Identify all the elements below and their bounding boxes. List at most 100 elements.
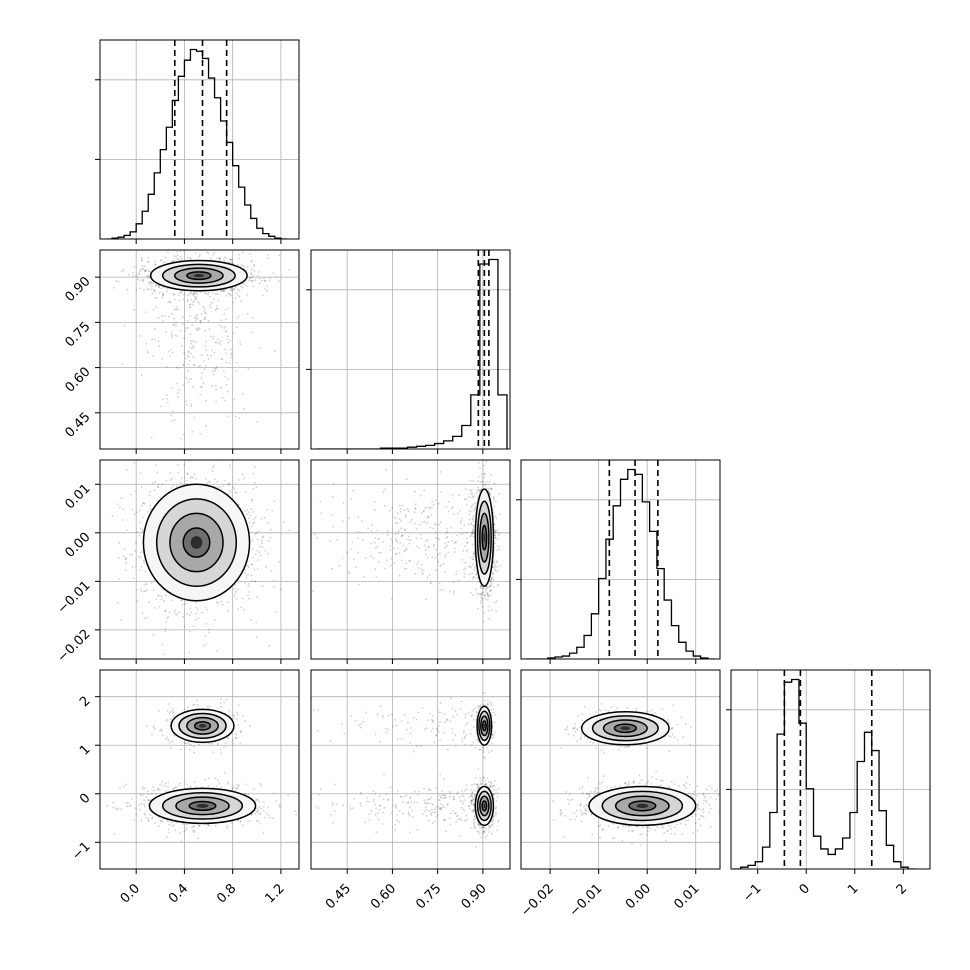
scatter-point xyxy=(237,819,239,822)
scatter-point xyxy=(138,273,141,275)
scatter-point xyxy=(248,590,251,593)
scatter-point xyxy=(222,289,225,291)
scatter-point xyxy=(118,578,120,580)
scatter-point xyxy=(481,587,484,590)
scatter-point xyxy=(180,748,182,751)
scatter-point xyxy=(207,777,210,780)
scatter-point xyxy=(258,806,261,809)
y-tick-label: 0.00 xyxy=(62,530,93,561)
scatter-point xyxy=(252,285,255,287)
scatter-point xyxy=(215,308,218,310)
scatter-point xyxy=(194,618,197,621)
scatter-point xyxy=(467,565,470,568)
scatter-point xyxy=(133,513,136,516)
scatter-point xyxy=(215,341,218,344)
scatter-point xyxy=(217,342,220,344)
scatter-point xyxy=(220,786,223,788)
scatter-point xyxy=(233,588,236,591)
scatter-point xyxy=(215,785,218,787)
scatter-point xyxy=(143,799,146,802)
scatter-point xyxy=(195,328,198,330)
scatter-point xyxy=(184,603,187,605)
scatter-point xyxy=(141,516,144,519)
scatter-point xyxy=(149,490,151,493)
scatter-point xyxy=(229,294,232,297)
scatter-point xyxy=(414,490,417,493)
scatter-point xyxy=(220,600,223,603)
scatter-point xyxy=(242,392,244,395)
scatter-point xyxy=(231,289,234,292)
scatter-point xyxy=(123,548,126,551)
scatter-point xyxy=(362,539,364,542)
scatter-point xyxy=(215,305,218,308)
y-tick-label: 0.75 xyxy=(62,319,93,350)
scatter-point xyxy=(234,590,237,593)
scatter-point xyxy=(131,566,134,569)
scatter-point xyxy=(421,520,424,523)
scatter-point xyxy=(173,293,175,296)
scatter-point xyxy=(185,826,188,829)
scatter-point xyxy=(178,299,181,301)
scatter-point xyxy=(189,292,192,295)
scatter-point xyxy=(192,303,194,306)
scatter-point xyxy=(175,305,178,308)
scatter-point xyxy=(204,311,207,314)
scatter-point xyxy=(248,253,251,255)
scatter-point xyxy=(278,280,280,283)
scatter-point xyxy=(175,366,178,369)
scatter-point xyxy=(251,579,254,582)
scatter-point xyxy=(483,472,486,475)
scatter-point xyxy=(248,597,251,600)
scatter-point xyxy=(237,264,240,266)
scatter-point xyxy=(246,513,249,515)
scatter-point xyxy=(180,290,183,293)
scatter-point xyxy=(295,813,298,816)
scatter-point xyxy=(244,792,247,795)
scatter-point xyxy=(264,280,266,282)
scatter-point xyxy=(211,302,214,305)
scatter-point xyxy=(462,549,465,552)
scatter-point xyxy=(160,780,163,783)
scatter-point xyxy=(140,565,143,568)
scatter-point xyxy=(399,510,402,513)
scatter-point xyxy=(338,565,341,567)
scatter-point xyxy=(166,401,169,404)
scatter-point xyxy=(268,644,271,647)
scatter-point xyxy=(146,725,148,727)
scatter-point xyxy=(254,466,256,469)
scatter-point xyxy=(148,281,150,284)
scatter-point xyxy=(166,397,168,400)
scatter-point xyxy=(171,410,174,413)
scatter-point xyxy=(142,528,144,531)
scatter-point xyxy=(121,362,124,365)
scatter-point xyxy=(195,786,198,788)
scatter-point xyxy=(244,569,247,571)
scatter-point xyxy=(208,631,210,634)
scatter-point xyxy=(176,250,178,253)
scatter-point xyxy=(250,563,253,566)
scatter-point xyxy=(220,289,223,292)
scatter-point xyxy=(209,295,211,298)
scatter-point xyxy=(451,506,454,509)
scatter-point xyxy=(147,820,150,823)
scatter-point xyxy=(168,315,170,318)
scatter-point xyxy=(172,324,175,327)
scatter-point xyxy=(224,330,227,332)
scatter-point xyxy=(258,782,261,785)
scatter-point xyxy=(476,592,479,595)
scatter-point xyxy=(444,542,447,545)
scatter-point xyxy=(117,807,120,810)
scatter-point xyxy=(439,565,442,567)
scatter-point xyxy=(204,778,207,781)
scatter-point xyxy=(185,376,188,379)
x-tick-label: 0.0 xyxy=(118,881,143,906)
scatter-point xyxy=(216,649,219,652)
scatter-point xyxy=(140,256,143,259)
scatter-point xyxy=(195,292,198,295)
scatter-point xyxy=(197,617,200,620)
scatter-point xyxy=(181,603,184,606)
scatter-point xyxy=(188,614,191,617)
scatter-point xyxy=(114,807,117,810)
scatter-point xyxy=(489,594,492,596)
scatter-point xyxy=(213,351,216,354)
